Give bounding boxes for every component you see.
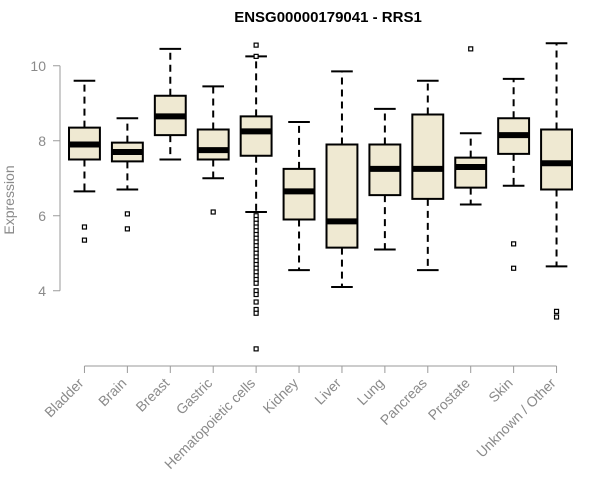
outlier-point: [124, 226, 130, 232]
box-group: [239, 42, 273, 352]
outlier-point: [81, 224, 88, 230]
box-iqr: [411, 113, 445, 200]
box-group: [454, 46, 488, 206]
x-tick-label: Skin: [485, 375, 516, 406]
outlier-point: [81, 237, 88, 243]
box-iqr: [454, 156, 488, 189]
box-group: [325, 70, 359, 288]
x-tick-label: Lung: [354, 375, 387, 408]
outlier-point: [511, 241, 517, 247]
box-iqr: [239, 115, 273, 157]
outlier-point: [210, 209, 216, 215]
outlier-point: [553, 308, 560, 314]
x-tick-label: Brain: [95, 375, 129, 409]
x-tick-label: Prostate: [425, 375, 473, 423]
box-group: [153, 47, 187, 161]
box-group: [540, 42, 573, 320]
x-tick-label: Kidney: [260, 375, 302, 417]
box-group: [68, 79, 101, 243]
outlier-point: [253, 346, 259, 352]
box-group: [497, 77, 531, 271]
x-tick-label: Gastric: [173, 375, 216, 418]
y-axis: 4 6 8 10: [30, 58, 61, 299]
y-tick-label: 8: [38, 133, 46, 149]
x-tick-label: Liver: [311, 375, 344, 408]
box-group: [411, 79, 445, 272]
y-tick-label: 6: [38, 208, 46, 224]
outlier-point: [253, 42, 259, 48]
y-axis-label: Expression: [1, 165, 17, 234]
box-iqr: [540, 128, 573, 191]
box-group: [282, 121, 316, 272]
outlier-point: [253, 53, 259, 59]
box-group: [368, 107, 402, 251]
outlier-point: [253, 291, 259, 298]
box-iqr: [325, 143, 359, 249]
outlier-point: [468, 46, 474, 52]
outlier-point: [253, 310, 259, 316]
box-iqr: [196, 128, 230, 161]
outlier-point: [253, 280, 259, 286]
boxes: [68, 42, 573, 352]
outlier-point: [511, 265, 517, 271]
chart-title: ENSG00000179041 - RRS1: [234, 9, 422, 26]
outlier-point: [253, 299, 259, 305]
y-tick-label: 4: [38, 283, 46, 299]
x-tick-label: Bladder: [41, 375, 87, 421]
box-group: [196, 85, 230, 215]
outlier-point: [124, 211, 130, 217]
box-group: [110, 117, 144, 232]
y-tick-label: 10: [30, 58, 46, 74]
x-tick-label: Breast: [132, 375, 172, 415]
outlier-point: [553, 314, 560, 320]
x-tick-label: Pancreas: [377, 375, 430, 428]
x-tick-label: Unknown / Other: [473, 375, 559, 461]
